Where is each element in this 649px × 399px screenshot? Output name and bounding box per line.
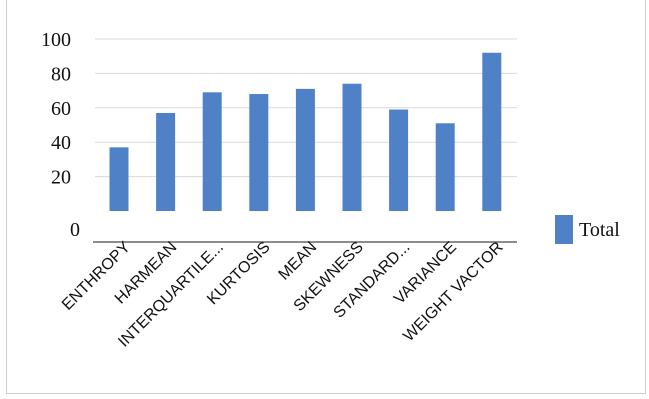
bar-chart: 0 20 40 60 80 100 ENTHROPYHARMEANINTERQUARTIL… xyxy=(41,29,620,351)
chart-frame: 0 20 40 60 80 100 ENTHROPY HARMEAN INTERQUARTIL… xyxy=(6,0,646,394)
y-tick-label: 0 xyxy=(70,219,80,241)
legend-label-total: Total xyxy=(579,219,620,241)
bar-harmean xyxy=(156,112,176,211)
y-tick-label: 40 xyxy=(51,132,71,154)
y-tick-label: 20 xyxy=(51,167,71,189)
bar-weight-vactor xyxy=(482,52,502,212)
y-tick-label: 100 xyxy=(41,29,71,51)
legend-swatch-total xyxy=(555,215,573,244)
bar-interquartile xyxy=(202,92,222,211)
bar-mean xyxy=(295,88,315,211)
bar-variance xyxy=(435,123,455,211)
bars xyxy=(109,52,502,212)
y-tick-label: 80 xyxy=(51,63,71,85)
bar-kurtosis xyxy=(249,94,269,211)
x-tick-label: MEAN xyxy=(276,239,321,284)
bar-standard xyxy=(389,109,409,211)
legend: Total xyxy=(555,215,620,244)
y-tick-labels: 0 20 40 60 80 100 xyxy=(41,29,80,241)
bar-enthropy xyxy=(109,147,129,211)
y-tick-label: 60 xyxy=(51,98,71,120)
bar-skewness xyxy=(342,83,362,211)
